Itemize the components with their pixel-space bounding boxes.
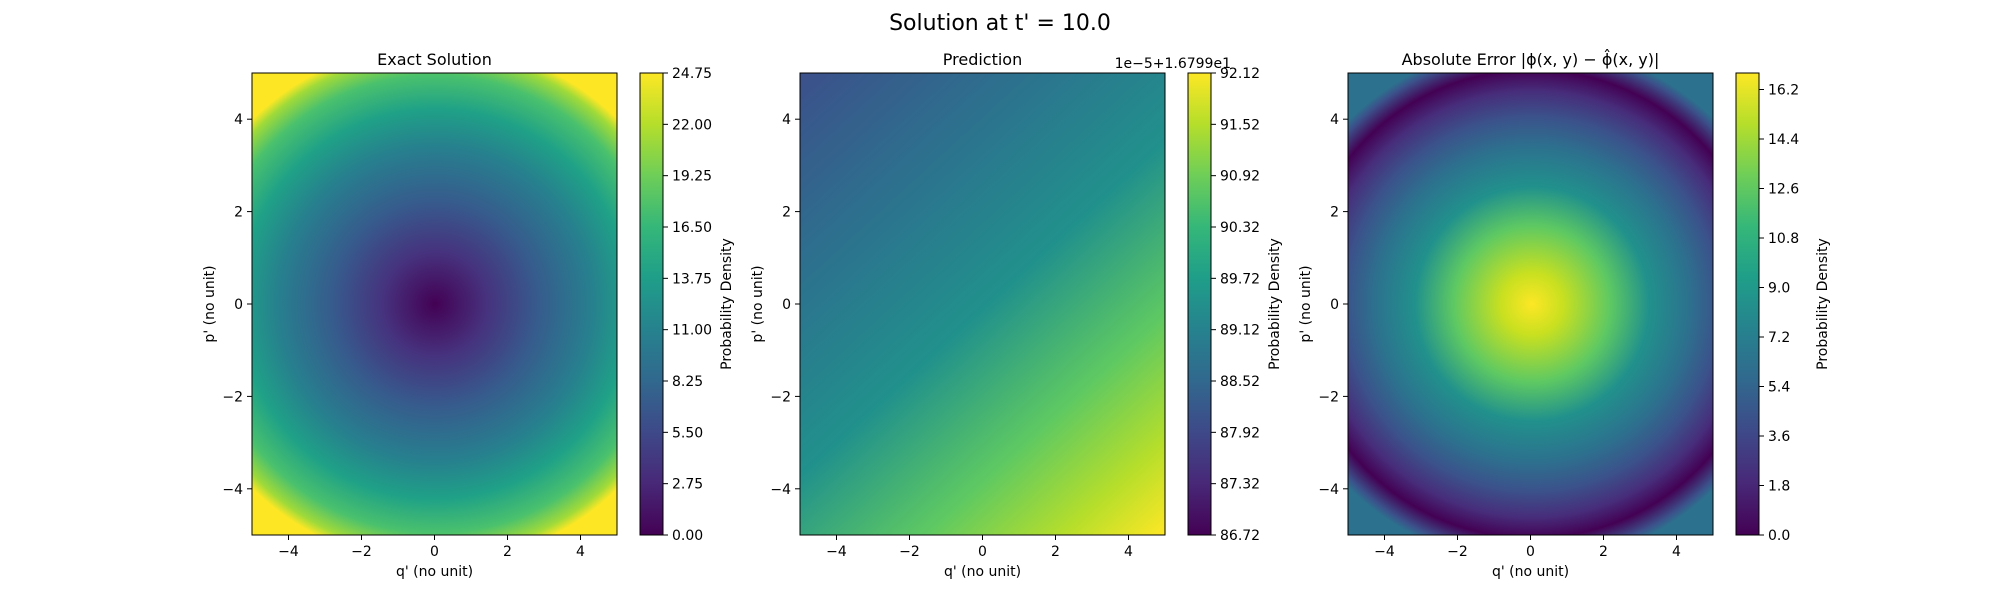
colorbar-label: Probability Density	[1815, 238, 1831, 370]
y-axis-label: p' (no unit)	[750, 265, 766, 342]
panel-1: Exact Solution −4 −4 −2 −2 0 0 2 2 4 4 q' (no unit)…	[202, 50, 735, 580]
y-axis-label: p' (no unit)	[1298, 265, 1314, 342]
y-tick-label: −4	[1318, 482, 1339, 498]
panel-2: Prediction −4 −4 −2 −2 0 0 2 2 4 4 q' (no unit) p' (…	[750, 50, 1283, 580]
colorbar-tick-label: 13.75	[672, 271, 712, 287]
colorbar-tick-label: 3.6	[1768, 429, 1790, 445]
x-tick-label: 2	[1599, 544, 1608, 560]
x-tick-label: 2	[1051, 544, 1060, 560]
colorbar-tick-label: 90.92	[1220, 169, 1260, 185]
y-tick-label: 4	[782, 112, 791, 128]
x-tick-label: 4	[1124, 544, 1133, 560]
colorbar-tick-label: 11.00	[672, 323, 712, 339]
y-tick-label: 2	[782, 205, 791, 221]
colorbar-tick-label: 19.25	[672, 169, 712, 185]
colorbar-tick-label: 5.50	[672, 425, 703, 441]
colorbar-tick-label: 0.00	[672, 528, 703, 544]
colorbar-tick-label: 90.32	[1220, 220, 1260, 236]
colorbar-tick-label: 91.52	[1220, 117, 1260, 133]
x-tick-label: 0	[430, 544, 439, 560]
colorbar-tick-label: 7.2	[1768, 330, 1790, 346]
colorbar-tick-label: 1.8	[1768, 479, 1790, 495]
colorbar-tick-label: 16.50	[672, 220, 712, 236]
colorbar-tick-label: 2.75	[672, 477, 703, 493]
colorbar-tick-label: 86.72	[1220, 528, 1260, 544]
heatmap-field	[1348, 73, 1713, 535]
y-tick-label: −2	[770, 389, 791, 405]
y-tick-label: −4	[770, 482, 791, 498]
y-tick-label: 0	[234, 297, 243, 313]
x-tick-label: −2	[1447, 544, 1468, 560]
x-tick-label: 0	[1526, 544, 1535, 560]
x-tick-label: −2	[899, 544, 920, 560]
panel-title: Absolute Error |ϕ(x, y) − ϕ̂(x, y)|	[1402, 49, 1660, 69]
x-tick-label: 4	[1672, 544, 1681, 560]
x-axis-label: q' (no unit)	[944, 564, 1021, 580]
colorbar-label: Probability Density	[1267, 238, 1283, 370]
y-tick-label: −4	[222, 482, 243, 498]
y-axis-label: p' (no unit)	[202, 265, 218, 342]
x-axis-label: q' (no unit)	[1492, 564, 1569, 580]
panel-title: Exact Solution	[377, 50, 492, 69]
colorbar	[639, 72, 664, 536]
colorbar-tick-label: 88.52	[1220, 374, 1260, 390]
x-tick-label: −4	[278, 544, 299, 560]
colorbar	[1735, 72, 1760, 536]
y-tick-label: −2	[1318, 389, 1339, 405]
y-tick-label: 2	[1330, 205, 1339, 221]
x-tick-label: 4	[576, 544, 585, 560]
colorbar-tick-label: 8.25	[672, 374, 703, 390]
colorbar-tick-label: 87.32	[1220, 477, 1260, 493]
panel-3: Absolute Error |ϕ(x, y) − ϕ̂(x, y)| −4 −4 −…	[1298, 49, 1831, 580]
colorbar	[1187, 72, 1212, 536]
colorbar-tick-label: 12.6	[1768, 182, 1799, 198]
colorbar-tick-label: 14.4	[1768, 132, 1799, 148]
colorbar-tick-label: 0.0	[1768, 528, 1790, 544]
figure-title: Solution at t' = 10.0	[889, 11, 1111, 36]
y-tick-label: 2	[234, 205, 243, 221]
x-axis-label: q' (no unit)	[396, 564, 473, 580]
colorbar-tick-label: 87.92	[1220, 425, 1260, 441]
colorbar-tick-label: 22.00	[672, 117, 712, 133]
x-tick-label: −4	[826, 544, 847, 560]
colorbar-tick-label: 16.2	[1768, 83, 1799, 99]
y-tick-label: 0	[782, 297, 791, 313]
y-tick-label: 0	[1330, 297, 1339, 313]
colorbar-tick-label: 24.75	[672, 66, 712, 82]
colorbar-tick-label: 89.12	[1220, 323, 1260, 339]
colorbar-label: Probability Density	[719, 238, 735, 370]
x-tick-label: 0	[978, 544, 987, 560]
x-tick-label: −4	[1374, 544, 1395, 560]
x-tick-label: 2	[503, 544, 512, 560]
y-tick-label: −2	[222, 389, 243, 405]
colorbar-tick-label: 5.4	[1768, 380, 1790, 396]
colorbar-tick-label: 9.0	[1768, 281, 1790, 297]
colorbar-tick-label: 92.12	[1220, 66, 1260, 82]
colorbar-tick-label: 10.8	[1768, 231, 1799, 247]
y-tick-label: 4	[234, 112, 243, 128]
colorbar-tick-label: 89.72	[1220, 271, 1260, 287]
panel-title: Prediction	[943, 50, 1022, 69]
heatmap-field	[252, 73, 617, 535]
y-tick-label: 4	[1330, 112, 1339, 128]
x-tick-label: −2	[351, 544, 372, 560]
heatmap-field	[800, 73, 1165, 535]
colorbar-offset-text: 1e−5+1.6799e1	[1115, 56, 1231, 72]
